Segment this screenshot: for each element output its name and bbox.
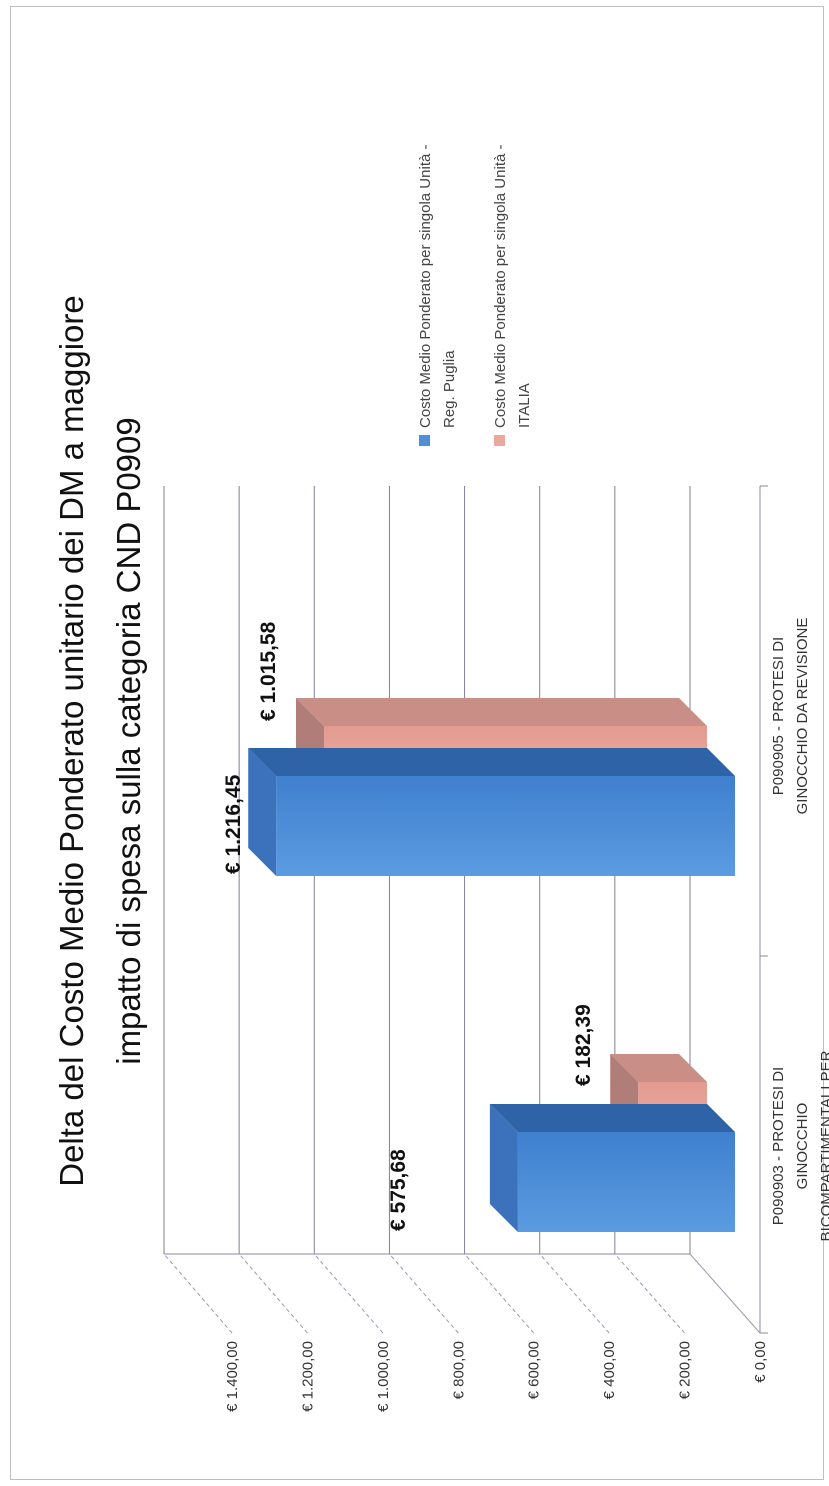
bar-front	[276, 776, 735, 876]
category-label: P090905 - PROTESI DI	[770, 637, 787, 795]
gridline-side	[163, 1253, 233, 1334]
gridline-side	[539, 1253, 610, 1334]
bar-front	[517, 1132, 736, 1232]
legend-label: Costo Medio Ponderato per singola Unità …	[492, 145, 509, 429]
data-label: € 182,39	[572, 1004, 595, 1086]
y-tick-label: € 1.200,00	[299, 1341, 316, 1412]
category-label: P090903 - PROTESI DI	[770, 1067, 787, 1225]
chart-border	[10, 6, 824, 1480]
y-tick-label: € 600,00	[526, 1341, 543, 1399]
gridline-side	[389, 1253, 459, 1334]
legend-label: ITALIA	[516, 383, 533, 428]
legend-label: Reg. Puglia	[441, 350, 458, 428]
category-label: BICOMPARTIMENTALI PER	[818, 1050, 829, 1241]
bar-side	[248, 748, 735, 776]
gridline-side	[238, 1253, 308, 1334]
y-tick-label: € 1.400,00	[224, 1341, 241, 1412]
bar-side	[610, 1054, 707, 1082]
legend-swatch	[494, 435, 505, 446]
y-tick-label: € 0,00	[752, 1341, 769, 1383]
legend-swatch	[419, 435, 430, 446]
category-label: GINOCCHIO DA REVISIONE	[794, 618, 811, 815]
bar-side	[295, 698, 707, 726]
chart-title-line-1: Delta del Costo Medio Ponderato unitario…	[53, 295, 90, 1186]
bar-top	[489, 1104, 518, 1232]
chart-title-line-2: impatto di spesa sulla categoria CND P09…	[110, 417, 147, 1065]
gridline-side	[689, 1253, 761, 1334]
category-label: GINOCCHIO	[794, 1103, 811, 1190]
y-tick-label: € 1.000,00	[375, 1341, 392, 1412]
chart-title: Delta del Costo Medio Ponderato unitario…	[53, 295, 147, 1186]
y-tick-label: € 400,00	[601, 1341, 618, 1399]
legend: Costo Medio Ponderato per singola Unità …	[417, 145, 533, 446]
y-tick-label: € 200,00	[677, 1341, 694, 1399]
bar-side	[489, 1104, 735, 1132]
gridline-side	[464, 1253, 535, 1334]
data-label: € 575,68	[387, 1149, 410, 1231]
y-tick-label: € 800,00	[450, 1341, 467, 1399]
gridline-side	[614, 1253, 685, 1334]
gridline-side	[313, 1253, 384, 1334]
bar-top	[248, 748, 277, 876]
data-label: € 1.015,58	[257, 621, 280, 721]
data-label: € 1.216,45	[222, 774, 245, 874]
legend-label: Costo Medio Ponderato per singola Unità …	[417, 145, 434, 429]
